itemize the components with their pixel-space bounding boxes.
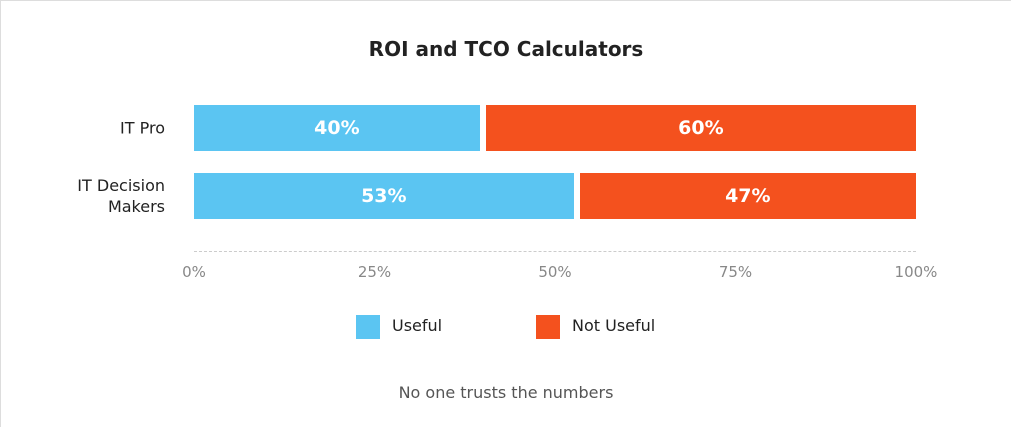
data-label: 60% — [678, 117, 724, 139]
bar-segment: 60% — [485, 105, 916, 151]
legend-swatch — [356, 315, 380, 339]
axis-line — [194, 251, 916, 252]
x-tick-label: 50% — [538, 263, 572, 281]
data-label: 53% — [361, 185, 407, 207]
data-label: 40% — [314, 117, 360, 139]
legend-label: Not Useful — [572, 316, 656, 335]
bar-segment: 40% — [194, 105, 480, 151]
x-tick-label: 100% — [894, 263, 938, 281]
x-tick-label: 75% — [718, 263, 753, 281]
bar-segment: 47% — [579, 173, 916, 219]
category-label: IT Pro — [120, 118, 165, 138]
x-tick-label: 25% — [357, 263, 392, 281]
bar-segment: 53% — [194, 173, 574, 219]
legend-label: Useful — [392, 316, 443, 335]
x-tick-label: 0% — [182, 263, 206, 281]
data-label: 47% — [725, 185, 771, 207]
chart-note: No one trusts the numbers — [398, 383, 614, 402]
category-label: IT Decision Makers — [77, 176, 165, 216]
legend-swatch — [536, 315, 560, 339]
chart-title: ROI and TCO Calculators — [368, 37, 644, 61]
